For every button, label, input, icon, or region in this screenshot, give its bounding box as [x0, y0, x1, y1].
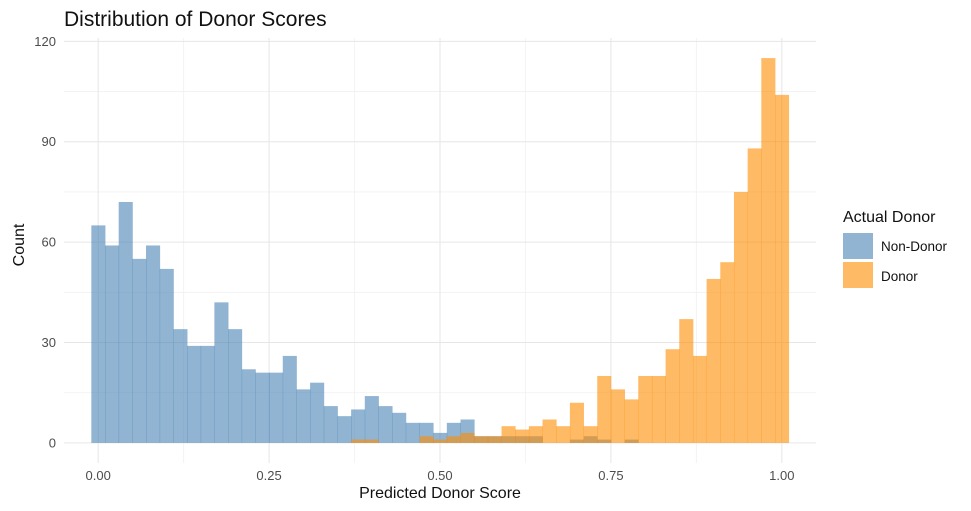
bar-non-donor [310, 382, 325, 443]
y-tick-label: 120 [34, 34, 56, 49]
bar-non-donor [118, 201, 133, 443]
bar-donor [364, 439, 379, 443]
legend-label-donor: Donor [881, 269, 918, 284]
bar-non-donor [269, 372, 284, 443]
bar-donor [597, 375, 612, 443]
bar-donor [474, 436, 489, 443]
bar-donor [761, 58, 776, 443]
bar-non-donor [337, 416, 352, 443]
bar-donor [692, 355, 708, 443]
x-tick-label: 0.75 [598, 468, 623, 483]
bar-non-donor [241, 369, 256, 443]
x-axis-ticks: 0.00 0.25 0.50 0.75 1.00 [86, 468, 795, 483]
bar-non-donor [132, 258, 147, 443]
bar-donor [446, 436, 461, 443]
bar-donor [733, 191, 749, 443]
y-axis-ticks: 0 30 60 90 120 [34, 34, 56, 451]
bar-donor [556, 426, 571, 443]
legend-label-non-donor: Non-Donor [881, 239, 948, 254]
bar-non-donor [323, 406, 338, 443]
bar-non-donor [392, 412, 407, 443]
bar-non-donor [433, 432, 448, 443]
y-tick-label: 0 [49, 435, 56, 450]
bar-donor [528, 426, 543, 443]
legend: Actual Donor Non-Donor Donor [843, 209, 948, 288]
bar-donor [542, 419, 557, 443]
bar-donor [433, 439, 448, 443]
bar-donor [460, 432, 475, 443]
bar-donor [774, 94, 790, 443]
legend-key-non-donor [843, 233, 873, 259]
bar-non-donor [378, 406, 393, 443]
chart-title: Distribution of Donor Scores [64, 8, 327, 31]
bar-donor [624, 399, 639, 443]
bar-donor [610, 389, 625, 443]
bar-non-donor [105, 245, 120, 443]
bar-donor [706, 278, 721, 443]
bar-non-donor [405, 422, 420, 443]
x-tick-label: 0.25 [256, 468, 281, 483]
bar-donor [515, 429, 530, 443]
bar-donor [501, 426, 516, 443]
bar-non-donor [159, 268, 174, 443]
x-tick-label: 1.00 [769, 468, 794, 483]
bar-donor [419, 436, 434, 443]
bar-non-donor [200, 345, 215, 443]
bar-non-donor [214, 302, 229, 443]
bar-non-donor [364, 396, 379, 443]
bar-donor [679, 319, 694, 443]
bar-non-donor [351, 409, 366, 443]
bar-donor [351, 439, 366, 443]
bar-non-donor [296, 389, 311, 443]
bar-non-donor [228, 329, 243, 443]
bar-donor [583, 426, 598, 443]
bar-non-donor [255, 372, 270, 443]
series-non-donor-bars [91, 201, 639, 443]
legend-title: Actual Donor [843, 209, 936, 226]
y-tick-label: 90 [42, 134, 56, 149]
x-tick-label: 0.00 [86, 468, 111, 483]
bar-donor [487, 436, 502, 443]
bar-donor [569, 402, 584, 443]
x-axis-title: Predicted Donor Score [359, 485, 521, 502]
x-tick-label: 0.50 [427, 468, 452, 483]
bar-donor [651, 375, 666, 443]
y-axis-title: Count [11, 223, 28, 266]
bar-non-donor [173, 329, 188, 443]
y-tick-label: 60 [42, 235, 56, 250]
bar-non-donor [146, 245, 161, 443]
bar-donor [720, 262, 735, 443]
y-tick-label: 30 [42, 335, 56, 350]
bar-non-donor [91, 225, 106, 443]
bar-non-donor [282, 355, 297, 443]
series-donor-bars [351, 58, 790, 443]
bar-donor [665, 349, 680, 443]
legend-key-donor [843, 262, 873, 288]
bar-non-donor [187, 345, 202, 443]
bar-donor [638, 375, 653, 443]
bar-donor [747, 148, 762, 443]
